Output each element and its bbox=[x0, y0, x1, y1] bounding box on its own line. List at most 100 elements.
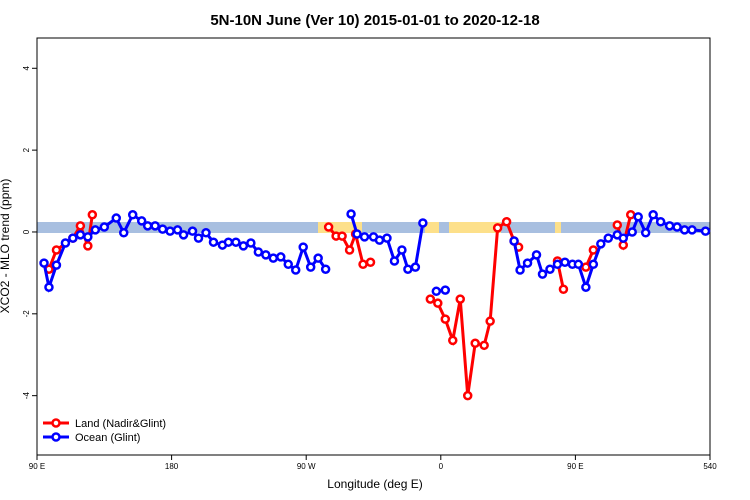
point bbox=[39, 258, 49, 268]
point bbox=[344, 245, 355, 255]
point bbox=[346, 209, 356, 219]
point bbox=[558, 284, 569, 295]
y-tick-label: -2 bbox=[22, 310, 31, 318]
point bbox=[323, 222, 334, 232]
point bbox=[515, 265, 525, 275]
surface-band bbox=[37, 222, 710, 233]
point bbox=[382, 233, 392, 243]
point bbox=[157, 224, 168, 234]
point bbox=[389, 256, 400, 266]
point bbox=[365, 257, 376, 268]
chart-title: 5N-10N June (Ver 10) 2015-01-01 to 2020-… bbox=[210, 12, 539, 29]
point bbox=[298, 242, 308, 252]
point bbox=[136, 216, 147, 226]
x-tick-label: 0 bbox=[439, 462, 444, 471]
point bbox=[470, 338, 480, 349]
point bbox=[700, 226, 711, 236]
point bbox=[358, 259, 368, 270]
point bbox=[150, 221, 160, 231]
point bbox=[440, 314, 451, 324]
x-tick-label: 90 E bbox=[567, 462, 583, 471]
legend-label: Ocean (Glint) bbox=[75, 432, 140, 444]
point bbox=[268, 253, 279, 263]
point bbox=[618, 233, 629, 243]
point bbox=[238, 241, 249, 251]
point bbox=[640, 228, 651, 238]
point bbox=[672, 222, 682, 232]
point bbox=[679, 225, 690, 235]
legend-label: Land (Nadir&Glint) bbox=[75, 418, 166, 430]
point bbox=[60, 238, 71, 248]
band-land bbox=[425, 222, 439, 233]
point bbox=[374, 235, 385, 245]
y-tick-label: 2 bbox=[22, 147, 31, 152]
point bbox=[501, 216, 512, 227]
point bbox=[664, 221, 675, 231]
band-land bbox=[449, 222, 501, 233]
point bbox=[187, 226, 198, 236]
point bbox=[627, 227, 637, 237]
point bbox=[127, 210, 138, 220]
point bbox=[455, 294, 465, 304]
point bbox=[172, 225, 183, 235]
point bbox=[633, 212, 643, 222]
y-tick-label: 4 bbox=[22, 66, 31, 71]
point bbox=[603, 233, 614, 243]
point bbox=[290, 265, 301, 275]
point bbox=[596, 239, 606, 249]
point bbox=[560, 257, 570, 268]
point bbox=[359, 232, 370, 242]
point bbox=[51, 260, 62, 270]
point bbox=[261, 250, 271, 260]
point bbox=[537, 269, 548, 279]
point bbox=[320, 264, 331, 274]
point bbox=[448, 335, 458, 346]
x-tick-label: 540 bbox=[703, 462, 717, 471]
band-ocean bbox=[37, 222, 710, 233]
point bbox=[431, 286, 442, 297]
band-land bbox=[318, 222, 362, 233]
point bbox=[201, 228, 211, 238]
point bbox=[552, 259, 563, 270]
point bbox=[612, 220, 623, 230]
point bbox=[625, 210, 636, 220]
point bbox=[51, 245, 62, 255]
point bbox=[440, 285, 451, 295]
point bbox=[403, 264, 413, 274]
point bbox=[648, 210, 658, 220]
point bbox=[193, 233, 204, 243]
point bbox=[581, 262, 591, 272]
point bbox=[223, 237, 234, 247]
point bbox=[433, 298, 443, 308]
point bbox=[68, 233, 78, 243]
point bbox=[313, 253, 323, 263]
point bbox=[246, 238, 256, 248]
point bbox=[425, 294, 436, 304]
point bbox=[208, 237, 219, 247]
point bbox=[276, 252, 286, 262]
point bbox=[418, 218, 428, 228]
plot-frame bbox=[36, 37, 711, 456]
point bbox=[588, 245, 599, 255]
point bbox=[397, 245, 407, 255]
x-tick-label: 180 bbox=[165, 462, 179, 471]
point bbox=[165, 226, 175, 236]
point bbox=[90, 225, 101, 235]
x-tick-label: 90 E bbox=[29, 462, 45, 471]
y-axis-label: XCO2 - MLO trend (ppm) bbox=[0, 179, 12, 314]
point bbox=[283, 259, 294, 270]
point bbox=[305, 262, 316, 272]
series-line bbox=[47, 214, 633, 396]
point bbox=[44, 282, 54, 292]
point bbox=[410, 262, 421, 272]
x-axis-label: Longitude (deg E) bbox=[327, 477, 422, 491]
point bbox=[253, 247, 264, 257]
point bbox=[178, 230, 189, 240]
y-tick-label: 0 bbox=[22, 229, 31, 234]
point bbox=[75, 221, 86, 231]
point bbox=[485, 316, 495, 326]
point bbox=[337, 231, 347, 241]
point bbox=[352, 229, 362, 239]
point bbox=[462, 390, 473, 401]
